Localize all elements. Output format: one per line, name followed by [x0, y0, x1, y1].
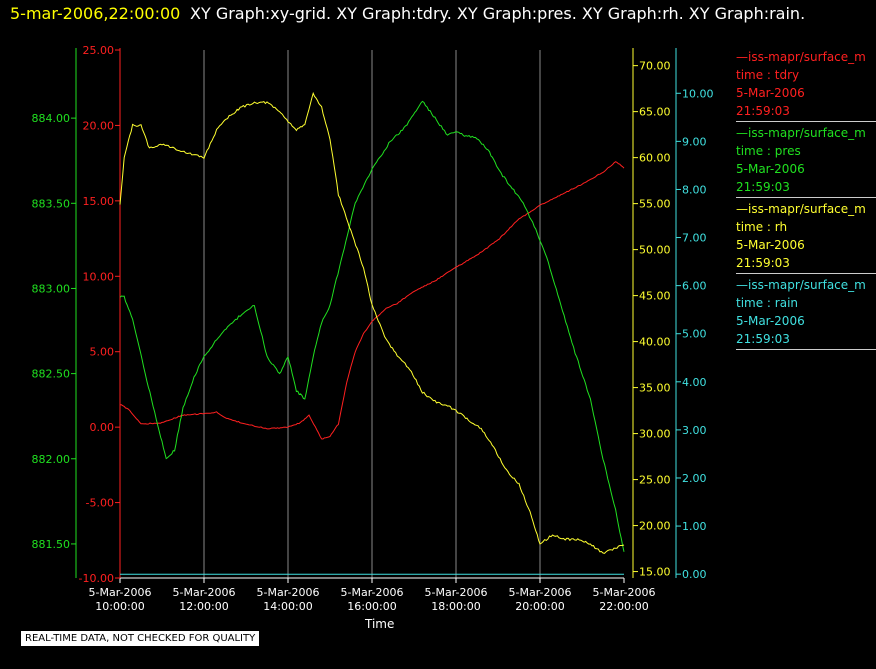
legend-field: time : tdry [736, 68, 800, 82]
pres-tick-label: 882.00 [32, 453, 71, 466]
legend-date: 5-Mar-2006 [736, 314, 805, 328]
x-tick-label-date: 5-Mar-2006 [341, 586, 404, 599]
pres-tick-label: 882.50 [32, 368, 71, 381]
x-tick-label-time: 18:00:00 [431, 600, 480, 613]
x-axis-label: Time [365, 617, 395, 631]
x-tick-label-time: 22:00:00 [599, 600, 648, 613]
x-tick-label-time: 12:00:00 [179, 600, 228, 613]
tdry-tick-label: 5.00 [90, 346, 115, 359]
series-rh-line [119, 91, 625, 554]
rh-tick-label: 50.00 [639, 244, 671, 257]
legend-time: 21:59:03 [736, 256, 790, 270]
rh-tick-label: 40.00 [639, 336, 671, 349]
rain-tick-label: 8.00 [682, 183, 707, 196]
rain-tick-label: 2.00 [682, 472, 707, 485]
header-timestamp: 5-mar-2006,22:00:00 [10, 4, 181, 23]
series-pres-line [119, 100, 625, 552]
series-tdry-line [119, 161, 625, 440]
tdry-tick-label: 0.00 [90, 421, 115, 434]
legend-line: —iss-mapr/surface_m [736, 50, 866, 64]
quality-notice: REAL-TIME DATA, NOT CHECKED FOR QUALITY [21, 631, 260, 646]
header-graph-titles: XY Graph:xy-grid. XY Graph:tdry. XY Grap… [190, 4, 806, 23]
pres-tick-label: 883.50 [32, 197, 71, 210]
x-tick-label-time: 16:00:00 [347, 600, 396, 613]
rain-tick-label: 6.00 [682, 280, 707, 293]
legend-date: 5-Mar-2006 [736, 238, 805, 252]
legend-field: time : rh [736, 220, 788, 234]
rain-tick-label: 7.00 [682, 232, 707, 245]
tdry-tick-label: 25.00 [83, 44, 115, 57]
rh-tick-label: 55.00 [639, 198, 671, 211]
x-tick-label-time: 20:00:00 [515, 600, 564, 613]
rh-tick-label: 15.00 [639, 566, 671, 579]
x-tick-label-date: 5-Mar-2006 [509, 586, 572, 599]
legend-time: 21:59:03 [736, 332, 790, 346]
rh-tick-label: 20.00 [639, 520, 671, 533]
legend-line: —iss-mapr/surface_m [736, 278, 866, 292]
x-tick-label-date: 5-Mar-2006 [173, 586, 236, 599]
tdry-tick-label: -10.00 [79, 572, 114, 585]
legend-time: 21:59:03 [736, 104, 790, 118]
header-bar: 5-mar-2006,22:00:00 XY Graph:xy-grid. XY… [0, 0, 876, 26]
x-tick-label-date: 5-Mar-2006 [257, 586, 320, 599]
rain-tick-label: 5.00 [682, 328, 707, 341]
legend: —iss-mapr/surface_m time : tdry 5-Mar-2006… [736, 48, 876, 352]
legend-line: —iss-mapr/surface_m [736, 126, 866, 140]
x-tick-label-date: 5-Mar-2006 [89, 586, 152, 599]
tdry-tick-label: 20.00 [83, 119, 115, 132]
rh-tick-label: 35.00 [639, 382, 671, 395]
rh-tick-label: 60.00 [639, 152, 671, 165]
rain-tick-label: 4.00 [682, 376, 707, 389]
x-tick-label-time: 14:00:00 [263, 600, 312, 613]
rain-tick-label: 0.00 [682, 568, 707, 581]
legend-date: 5-Mar-2006 [736, 162, 805, 176]
x-tick-label-date: 5-Mar-2006 [425, 586, 488, 599]
rain-tick-label: 1.00 [682, 520, 707, 533]
legend-line: —iss-mapr/surface_m [736, 202, 866, 216]
tdry-tick-label: -5.00 [86, 497, 114, 510]
legend-field: time : rain [736, 296, 799, 310]
rh-tick-label: 25.00 [639, 474, 671, 487]
rh-tick-label: 70.00 [639, 60, 671, 73]
rain-tick-label: 9.00 [682, 135, 707, 148]
x-tick-label-time: 10:00:00 [95, 600, 144, 613]
rh-tick-label: 65.00 [639, 106, 671, 119]
pres-tick-label: 881.50 [32, 538, 71, 551]
x-tick-label-date: 5-Mar-2006 [593, 586, 656, 599]
tdry-tick-label: 15.00 [83, 195, 115, 208]
pres-tick-label: 883.00 [32, 282, 71, 295]
tdry-tick-label: 10.00 [83, 270, 115, 283]
pres-tick-label: 884.00 [32, 112, 71, 125]
rain-tick-label: 10.00 [682, 87, 714, 100]
legend-date: 5-Mar-2006 [736, 86, 805, 100]
rain-tick-label: 3.00 [682, 424, 707, 437]
legend-time: 21:59:03 [736, 180, 790, 194]
rh-tick-label: 45.00 [639, 290, 671, 303]
rh-tick-label: 30.00 [639, 428, 671, 441]
legend-field: time : pres [736, 144, 801, 158]
